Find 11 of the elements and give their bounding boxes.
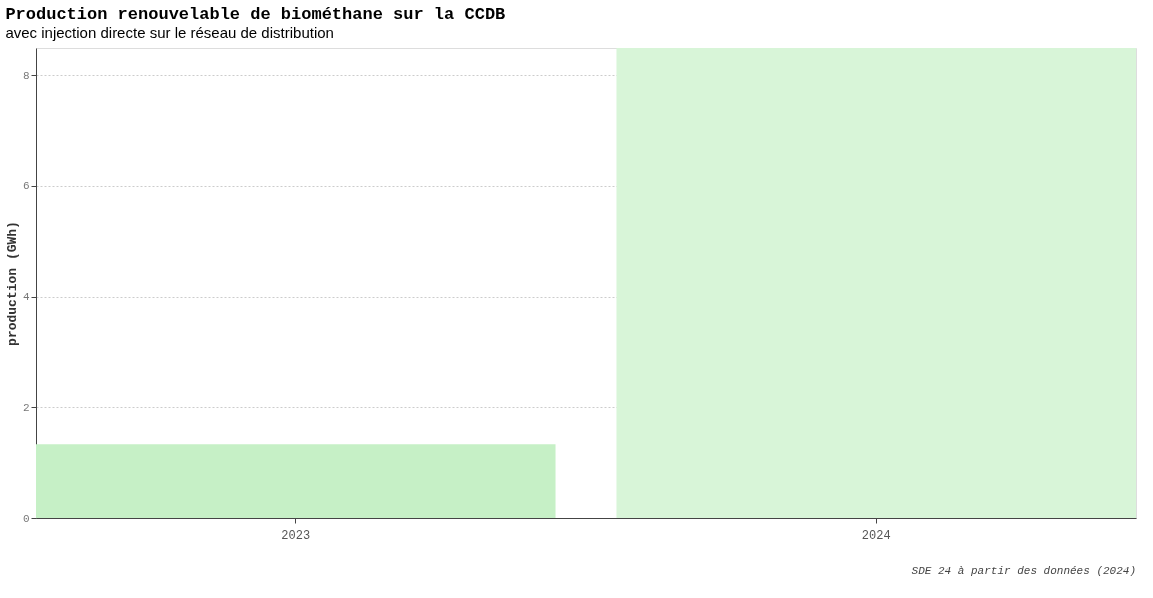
text: SDE 24 à partir des données (2024): [911, 565, 1136, 577]
chart-title: Production renouvelable de biométhane sur la CCDB: [5, 5, 506, 24]
chart-subtitle: avec injection directe sur le réseau de distribution: [5, 24, 334, 41]
y-tick-label: 6: [22, 180, 30, 193]
x-tick-label: 2024: [861, 528, 891, 543]
y-tick-label: 0: [22, 512, 30, 525]
y-axis-title: production (GWh): [4, 221, 20, 346]
y-tick-label: 4: [22, 291, 30, 304]
y-tick-label: 2: [22, 401, 30, 414]
x-tick-label: 2023: [281, 528, 311, 543]
y-tick-label: 8: [22, 69, 30, 82]
